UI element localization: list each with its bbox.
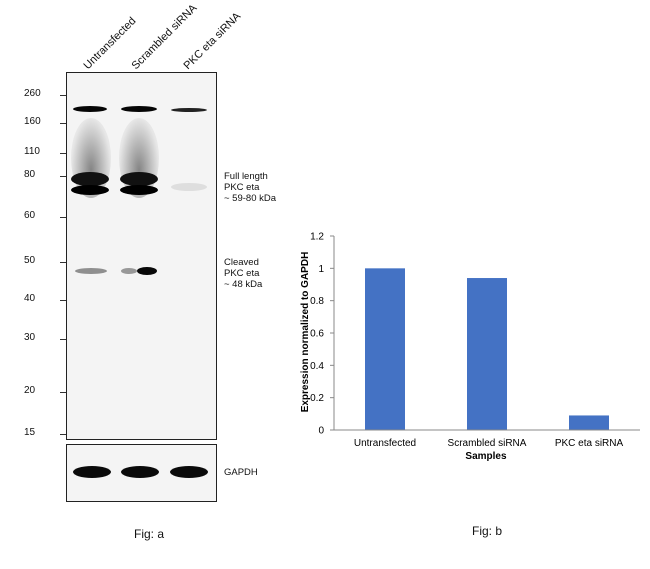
x-axis: Untransfected Scrambled siRNA PKC eta siRN… — [334, 429, 640, 449]
gapdh-band-lane2 — [121, 466, 159, 478]
band-lane3-faint — [171, 183, 207, 191]
mw-20: 20 — [24, 385, 36, 396]
annotation-full-length: Full length PKC eta ~ 59-80 kDa — [224, 171, 276, 204]
mw-tick-60 — [60, 217, 66, 218]
gapdh-band-lane3 — [170, 466, 208, 478]
caption-fig-a: Fig: a — [134, 527, 165, 541]
mw-tick-15 — [60, 434, 66, 435]
x-tick-label: Scrambled siRNA — [448, 438, 527, 449]
caption-fig-b: Fig: b — [472, 524, 503, 538]
mw-30: 30 — [24, 332, 36, 343]
bars — [365, 268, 609, 430]
gapdh-band-lane1 — [73, 466, 111, 478]
band-lane2-80kda — [120, 172, 158, 186]
mw-tick-20 — [60, 392, 66, 393]
mw-110: 110 — [24, 146, 40, 157]
band-lane2-48kda — [137, 267, 157, 275]
y-axis-title: Expression normalized to GAPDH — [300, 252, 311, 413]
annotation-cleaved: Cleaved PKC eta ~ 48 kDa — [224, 257, 262, 290]
band-lane2-48kda-faint — [121, 268, 137, 274]
mw-160: 160 — [24, 116, 41, 127]
annotation-full-length-line3: ~ 59-80 kDa — [224, 193, 277, 204]
y-tick-label: 0.4 — [310, 361, 324, 372]
y-axis: 0 0.2 0.4 0.6 0.8 1 1.2 — [310, 232, 335, 437]
mw-tick-40 — [60, 300, 66, 301]
annotation-cleaved-line3: ~ 48 kDa — [224, 279, 263, 290]
band-lane1-70kda — [71, 185, 109, 195]
x-tick-label: Untransfected — [354, 438, 416, 449]
mw-tick-50 — [60, 262, 66, 263]
bar — [467, 278, 507, 430]
mw-tick-80 — [60, 176, 66, 177]
x-tick-label: PKC eta siRNA — [555, 438, 624, 449]
mw-tick-110 — [60, 153, 66, 154]
x-axis-title: Samples — [465, 451, 507, 462]
mw-60: 60 — [24, 210, 36, 221]
western-blot-panel — [66, 72, 217, 440]
mw-50: 50 — [24, 255, 36, 266]
y-tick-label: 0 — [318, 426, 324, 437]
y-tick-label: 0.8 — [310, 296, 324, 307]
band-lane2-top — [121, 106, 157, 112]
mw-tick-260 — [60, 95, 66, 96]
annotation-full-length-line2: PKC eta — [224, 182, 260, 193]
band-lane1-top — [73, 106, 107, 112]
band-lane2-70kda — [120, 185, 158, 195]
annotation-cleaved-line2: PKC eta — [224, 268, 260, 279]
mw-tick-30 — [60, 339, 66, 340]
annotation-cleaved-line1: Cleaved — [224, 257, 259, 268]
gapdh-blot-panel — [66, 444, 217, 502]
mw-tick-160 — [60, 123, 66, 124]
lane-label-pkc-eta-sirna: PKC eta siRNA — [181, 10, 244, 73]
band-lane3-top — [171, 108, 207, 112]
band-lane1-48kda — [75, 268, 107, 274]
bar-chart: 0 0.2 0.4 0.6 0.8 1 1.2 Untransfected Scrambled… — [300, 232, 640, 462]
mw-80: 80 — [24, 169, 36, 180]
gapdh-label: GAPDH — [224, 467, 258, 478]
band-lane1-80kda — [71, 172, 109, 186]
mw-40: 40 — [24, 293, 36, 304]
y-tick-label: 1 — [318, 264, 324, 275]
y-tick-label: 0.2 — [310, 393, 324, 404]
mw-15: 15 — [24, 427, 36, 438]
y-tick-label: 1.2 — [310, 232, 324, 243]
bar — [569, 415, 609, 430]
mw-260: 260 — [24, 88, 41, 99]
bar — [365, 268, 405, 430]
y-tick-label: 0.6 — [310, 329, 324, 340]
annotation-full-length-line1: Full length — [224, 171, 268, 182]
